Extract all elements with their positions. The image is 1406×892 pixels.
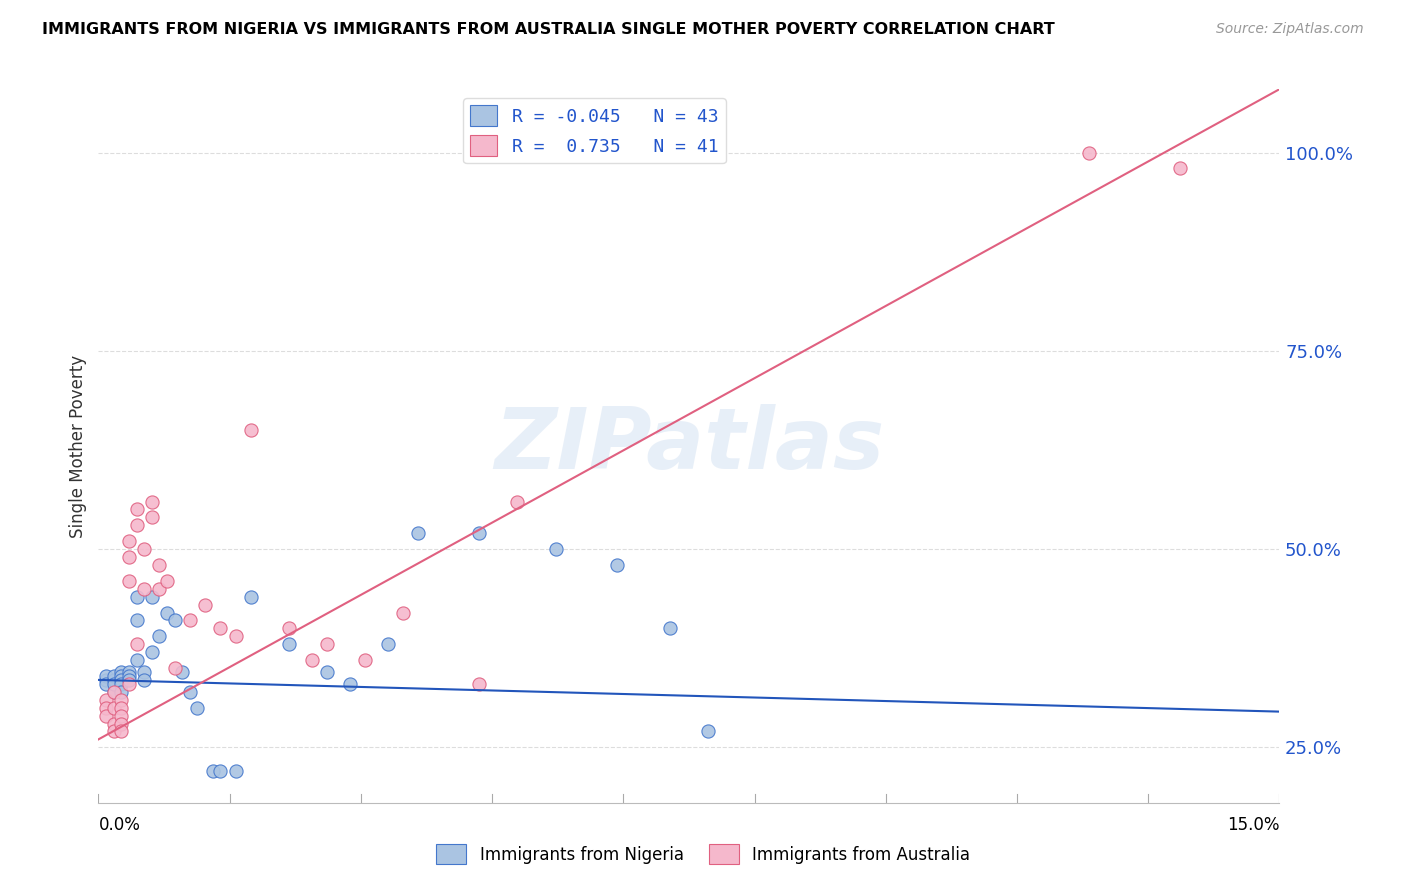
Point [94, 708, 117, 723]
Point [94, 700, 117, 714]
Point [141, 510, 163, 524]
Point [110, 669, 132, 683]
Point [110, 700, 132, 714]
Point [94, 669, 117, 683]
Point [103, 724, 125, 739]
Point [239, 590, 262, 604]
Point [277, 637, 299, 651]
Legend: R = -0.045   N = 43, R =  0.735   N = 41: R = -0.045 N = 43, R = 0.735 N = 41 [463, 98, 725, 163]
Point [1078, 145, 1101, 160]
Point [544, 542, 567, 557]
Point [118, 677, 141, 691]
Text: 0.0%: 0.0% [98, 816, 141, 834]
Point [209, 764, 232, 778]
Point [134, 582, 156, 596]
Point [110, 673, 132, 687]
Point [125, 518, 148, 533]
Point [354, 653, 377, 667]
Point [468, 677, 491, 691]
Point [110, 677, 132, 691]
Point [163, 614, 186, 628]
Point [408, 526, 430, 541]
Point [506, 494, 529, 508]
Point [103, 700, 125, 714]
Text: 15.0%: 15.0% [1227, 816, 1279, 834]
Point [1170, 161, 1192, 176]
Text: ZIPatlas: ZIPatlas [494, 404, 884, 488]
Point [125, 502, 148, 516]
Point [606, 558, 628, 572]
Point [658, 621, 681, 635]
Point [163, 661, 186, 675]
Point [148, 629, 170, 643]
Point [141, 645, 163, 659]
Point [125, 614, 148, 628]
Point [194, 598, 217, 612]
Point [697, 724, 720, 739]
Point [179, 614, 201, 628]
Point [392, 606, 415, 620]
Point [277, 621, 299, 635]
Point [103, 685, 125, 699]
Point [118, 673, 141, 687]
Point [377, 637, 399, 651]
Point [141, 494, 163, 508]
Point [172, 665, 194, 679]
Point [118, 574, 141, 588]
Point [125, 653, 148, 667]
Point [110, 665, 132, 679]
Point [156, 606, 179, 620]
Point [118, 549, 141, 564]
Point [209, 621, 232, 635]
Point [110, 685, 132, 699]
Point [110, 724, 132, 739]
Point [1092, 875, 1115, 889]
Point [148, 582, 170, 596]
Point [110, 708, 132, 723]
Point [468, 526, 491, 541]
Point [316, 665, 339, 679]
Point [94, 673, 117, 687]
Point [134, 673, 156, 687]
Point [125, 637, 148, 651]
Point [110, 692, 132, 706]
Point [339, 677, 361, 691]
Text: Source: ZipAtlas.com: Source: ZipAtlas.com [1216, 22, 1364, 37]
Point [94, 692, 117, 706]
Point [186, 700, 208, 714]
Y-axis label: Single Mother Poverty: Single Mother Poverty [69, 354, 87, 538]
Point [148, 558, 170, 572]
Point [225, 764, 247, 778]
Point [118, 534, 141, 549]
Point [201, 764, 224, 778]
Point [179, 685, 201, 699]
Point [118, 665, 141, 679]
Point [125, 590, 148, 604]
Point [103, 677, 125, 691]
Point [103, 669, 125, 683]
Point [301, 653, 323, 667]
Point [141, 590, 163, 604]
Point [103, 716, 125, 731]
Point [239, 423, 262, 437]
Point [103, 685, 125, 699]
Point [156, 574, 179, 588]
Point [103, 673, 125, 687]
Point [225, 629, 247, 643]
Point [134, 665, 156, 679]
Point [316, 637, 339, 651]
Point [134, 542, 156, 557]
Text: IMMIGRANTS FROM NIGERIA VS IMMIGRANTS FROM AUSTRALIA SINGLE MOTHER POVERTY CORRE: IMMIGRANTS FROM NIGERIA VS IMMIGRANTS FR… [42, 22, 1054, 37]
Point [94, 677, 117, 691]
Legend: Immigrants from Nigeria, Immigrants from Australia: Immigrants from Nigeria, Immigrants from… [429, 838, 977, 871]
Point [118, 669, 141, 683]
Point [110, 716, 132, 731]
